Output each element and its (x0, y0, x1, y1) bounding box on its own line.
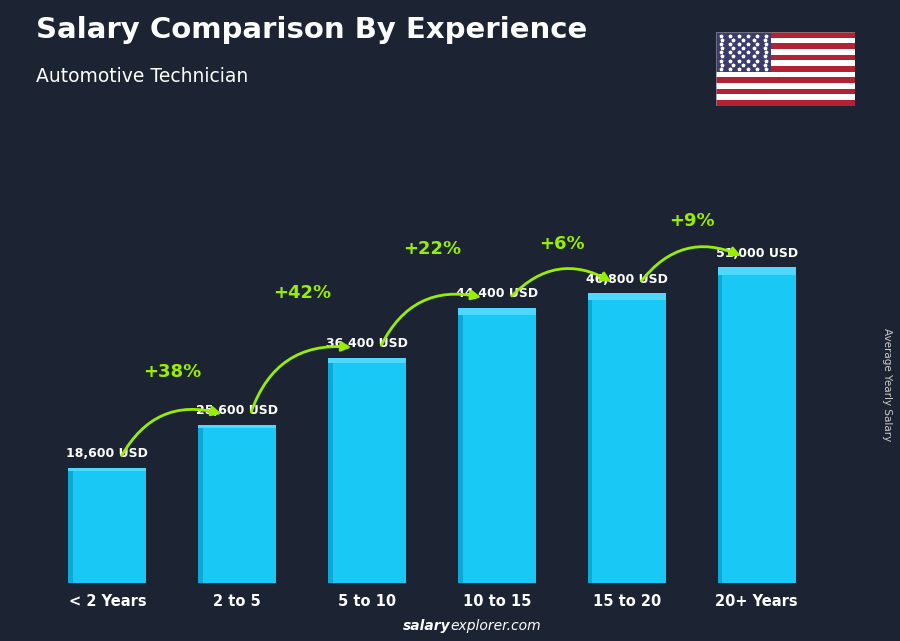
FancyArrowPatch shape (382, 291, 478, 345)
Bar (716, 32, 855, 38)
Text: Automotive Technician: Automotive Technician (36, 67, 248, 87)
Bar (716, 100, 855, 106)
Text: +38%: +38% (143, 363, 202, 381)
Bar (328, 358, 406, 583)
Text: 51,000 USD: 51,000 USD (716, 247, 797, 260)
Bar (588, 293, 666, 583)
Text: Average Yearly Salary: Average Yearly Salary (881, 328, 892, 441)
Bar (717, 267, 723, 583)
Bar (68, 468, 73, 583)
Bar (716, 49, 855, 54)
Text: 25,600 USD: 25,600 USD (196, 404, 278, 417)
Bar (68, 468, 147, 583)
Text: +9%: +9% (669, 212, 715, 229)
FancyArrowPatch shape (642, 247, 738, 281)
Bar (328, 358, 333, 583)
Bar (198, 424, 276, 583)
Bar (716, 94, 855, 100)
FancyArrowPatch shape (251, 342, 348, 412)
Bar (716, 66, 855, 72)
Text: +42%: +42% (273, 284, 331, 302)
Text: 44,400 USD: 44,400 USD (456, 287, 538, 301)
Text: salary: salary (402, 619, 450, 633)
Bar (716, 60, 855, 66)
Text: +22%: +22% (403, 240, 461, 258)
Bar (68, 468, 147, 470)
Bar (716, 44, 855, 49)
Bar (328, 358, 406, 363)
FancyArrowPatch shape (512, 269, 608, 296)
Text: explorer.com: explorer.com (450, 619, 541, 633)
Bar (198, 424, 276, 428)
Bar (717, 267, 796, 583)
Bar (588, 293, 592, 583)
Bar (716, 38, 855, 44)
Text: 46,800 USD: 46,800 USD (586, 272, 668, 285)
Bar (716, 32, 771, 72)
Bar (458, 308, 536, 315)
Bar (716, 72, 855, 78)
FancyArrowPatch shape (122, 407, 219, 456)
Bar (716, 78, 855, 83)
Bar (716, 88, 855, 94)
Bar (458, 308, 463, 583)
Text: +6%: +6% (539, 235, 585, 253)
Bar (588, 293, 666, 300)
Bar (717, 267, 796, 275)
Bar (458, 308, 536, 583)
Text: Salary Comparison By Experience: Salary Comparison By Experience (36, 16, 587, 44)
Text: 36,400 USD: 36,400 USD (326, 337, 408, 350)
Bar (198, 424, 203, 583)
Text: 18,600 USD: 18,600 USD (67, 447, 148, 460)
Bar (716, 54, 855, 60)
Bar (716, 83, 855, 88)
